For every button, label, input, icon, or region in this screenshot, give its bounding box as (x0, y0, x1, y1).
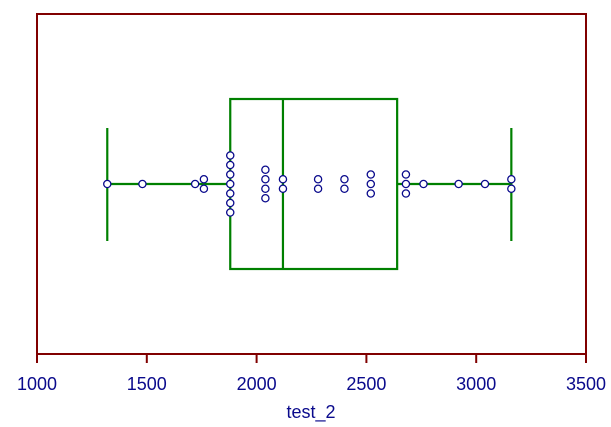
data-point (261, 174, 270, 184)
data-point (401, 189, 411, 198)
data-point (366, 189, 376, 198)
data-point (225, 189, 235, 198)
x-tick-label: 2000 (237, 374, 277, 394)
data-point (190, 179, 200, 189)
data-point (507, 174, 516, 184)
x-tick-label: 2500 (346, 374, 386, 394)
data-point (225, 160, 235, 170)
points-layer (103, 151, 516, 217)
data-point (401, 179, 411, 189)
data-point (199, 174, 209, 184)
data-point (199, 184, 209, 193)
data-point (278, 174, 288, 184)
data-point (225, 170, 235, 179)
data-point (366, 179, 376, 189)
data-point (507, 184, 516, 193)
data-point (340, 184, 349, 193)
data-point (340, 174, 349, 184)
data-point (313, 174, 323, 184)
data-point (313, 184, 323, 193)
data-point (225, 179, 235, 189)
data-point (366, 170, 376, 179)
data-point (480, 179, 490, 189)
data-point (261, 165, 270, 174)
x-tick-label: 1500 (127, 374, 167, 394)
data-point (401, 170, 411, 179)
plot-frame (36, 13, 587, 355)
data-point (419, 179, 428, 189)
x-axis-label: test_2 (286, 402, 335, 423)
data-point (138, 179, 147, 189)
data-point (261, 193, 270, 203)
x-axis-ticks: 1000 1500 2000 2500 3000 3500 (17, 354, 606, 394)
x-tick-label: 3000 (456, 374, 496, 394)
data-point (225, 208, 235, 217)
data-point (225, 198, 235, 208)
box-layer (106, 97, 513, 271)
x-tick-label: 1000 (17, 374, 57, 394)
data-point (225, 151, 235, 160)
data-point (278, 184, 288, 193)
data-point (103, 179, 112, 189)
data-point (454, 179, 463, 189)
data-point (261, 184, 270, 193)
x-tick-label: 3500 (566, 374, 606, 394)
